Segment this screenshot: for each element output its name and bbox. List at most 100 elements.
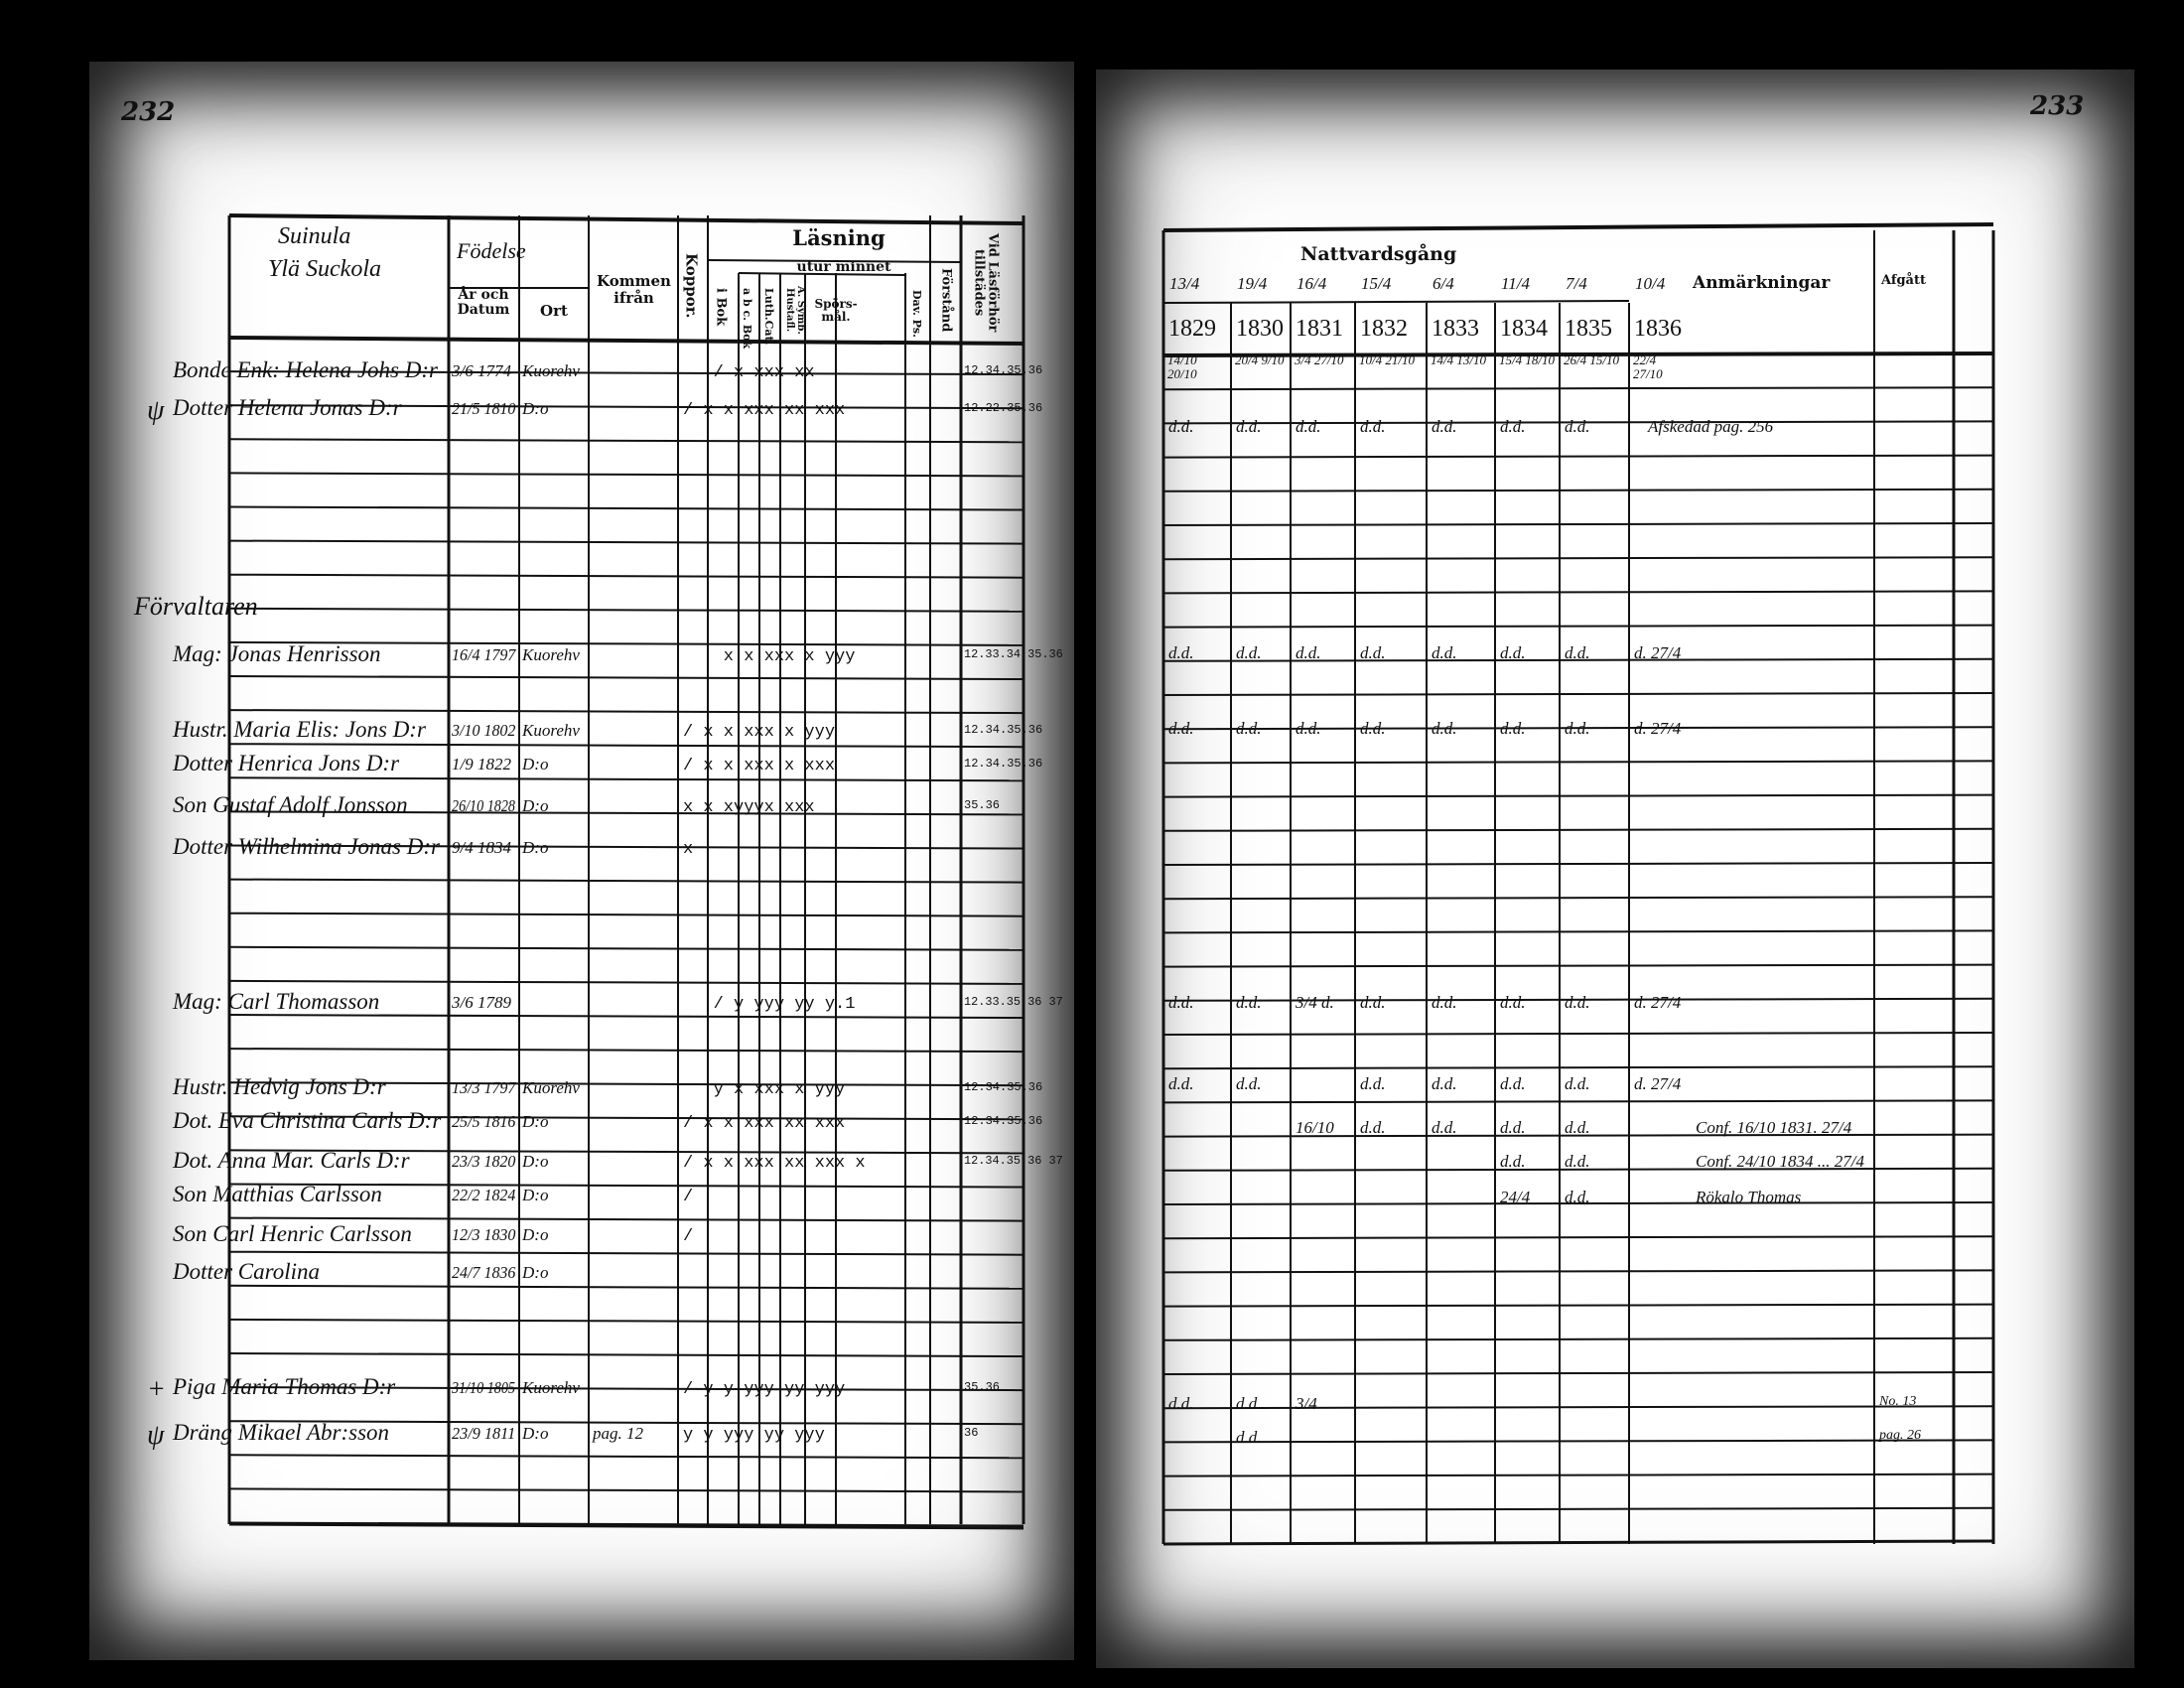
examination-attendance: 12.34.35.36 [964, 1114, 1043, 1128]
examination-attendance: 12.34.35.36 37 [964, 1154, 1063, 1168]
communion-mark: d. 27/4 [1634, 1074, 1682, 1093]
communion-mark: d.d. [1565, 1074, 1590, 1093]
birth-place: D:o [522, 1424, 549, 1443]
header-lasforhor: Vid Läsförhör tillstädes [971, 232, 1001, 333]
communion-mark: d.d. [1236, 719, 1262, 738]
communion-mark: d.d. [1500, 417, 1526, 436]
table-border [228, 213, 1024, 225]
year-header: 1836 [1634, 316, 1682, 342]
person-name: Son Gustaf Adolf Jonsson [173, 792, 408, 817]
communion-mark: 22/4 27/10 [1633, 352, 1663, 381]
header-divider [228, 336, 1024, 346]
row-line [1162, 827, 1994, 832]
person-name: Piga Maria Thomas D:r [173, 1374, 396, 1399]
remark: Conf. 24/10 1834 ... 27/4 [1696, 1152, 1865, 1171]
header-i-bok: i Bok [713, 288, 729, 327]
communion-mark: d.d. [1432, 417, 1457, 436]
examination-attendance: 12.33.35.36 37 [964, 995, 1063, 1009]
row-line [228, 810, 1024, 816]
row-line [228, 844, 1024, 850]
row-line [228, 1487, 1024, 1493]
communion-mark: d.d. [1236, 1428, 1262, 1447]
row-line [228, 878, 1024, 884]
birth-date: 3/10 1802 [452, 721, 516, 740]
communion-mark: d.d. [1168, 993, 1194, 1012]
communion-mark: d.d. [1360, 417, 1386, 436]
reading-marks: / [683, 1188, 694, 1206]
row-line [1162, 1303, 1994, 1308]
person-name: Son Matthias Carlsson [173, 1182, 382, 1206]
row-line [228, 1081, 1024, 1087]
row-line [1162, 657, 1994, 662]
communion-mark: 24/4 [1500, 1188, 1531, 1206]
header-dav-ps: Dav. Ps. [910, 290, 924, 338]
village-subname: Ylä Suckola [268, 256, 381, 282]
examination-attendance: 35.36 [964, 798, 1001, 812]
birth-date: 23/3 1820 [452, 1152, 516, 1171]
reading-marks: / y yyy yy y.1 [683, 995, 856, 1014]
row-line [1162, 1405, 1994, 1410]
row-line [1162, 1473, 1994, 1477]
header-ar-datum: År och Datum [457, 287, 510, 319]
birth-date: 1/9 1822 [452, 755, 511, 774]
communion-mark: d.d. [1432, 719, 1457, 738]
person-name: Dotter Wilhelmina Jonas D:r [173, 834, 440, 859]
communion-mark: d.d. [1236, 643, 1262, 662]
village-name: Suinula [278, 223, 351, 249]
row-line [1162, 1269, 1994, 1274]
communion-mark: d.d. [1168, 719, 1194, 738]
row-line [228, 1048, 1024, 1054]
section-label: Förvaltaren [134, 592, 258, 621]
page-number-right: 233 [2030, 91, 2085, 121]
row-line [1162, 896, 1994, 901]
row-line [1162, 386, 1994, 391]
examination-attendance: 35.36 [964, 1380, 1001, 1394]
reading-marks: / x x xxx xx xxx [683, 401, 846, 420]
row-line [1162, 963, 1994, 968]
row-line [228, 1318, 1024, 1324]
communion-mark: d.d. [1500, 993, 1526, 1012]
birth-place: Kuorehv [522, 361, 580, 380]
communion-mark: 14/10 20/10 [1167, 352, 1197, 381]
remark: Conf. 16/10 1831. 27/4 [1696, 1118, 1852, 1137]
row-line [228, 912, 1024, 917]
communion-mark: d.d. [1565, 1152, 1590, 1171]
communion-mark: d.d. [1236, 1074, 1262, 1093]
row-line [228, 675, 1024, 680]
header-nattvardsgang: Nattvardsgång [1300, 243, 1457, 265]
remark: Rökalo Thomas [1696, 1188, 1802, 1206]
person-name: Mag: Jonas Henrisson [173, 641, 381, 666]
communion-mark: d.d. [1565, 1188, 1590, 1206]
row-line [228, 1386, 1024, 1392]
communion-mark: d.d. [1500, 643, 1526, 662]
row-line [228, 370, 1024, 376]
communion-mark: d.d. [1236, 417, 1262, 436]
header-sporsmal: Spörs-mål. [814, 297, 858, 325]
communion-mark: 15/4 18/10 [1499, 352, 1555, 367]
communion-mark: d.d. [1168, 643, 1194, 662]
person-name: Dotter Helena Jonas D:r [173, 395, 402, 420]
communion-date-header: 11/4 [1501, 274, 1530, 293]
row-line [1162, 793, 1994, 798]
row-line [228, 539, 1024, 545]
table-border [1162, 1539, 1994, 1546]
communion-mark: d.d. [1360, 643, 1386, 662]
examination-attendance: 12.34.35.36 [964, 1080, 1043, 1094]
page-number-left: 232 [121, 97, 176, 127]
communion-mark: d.d. [1360, 1074, 1386, 1093]
communion-mark: 3/4 27/10 [1295, 352, 1344, 367]
birth-place: D:o [522, 1112, 549, 1131]
examination-attendance: 12.22.35.36 [964, 401, 1043, 415]
row-line [1162, 726, 1994, 731]
row-line [1162, 522, 1994, 526]
communion-mark: 3/4 d. [1296, 993, 1334, 1012]
header-koppor: Koppor. [682, 253, 701, 319]
row-line [1162, 862, 1994, 866]
header-divider [1162, 300, 1630, 304]
communion-mark: 3/4 [1296, 1394, 1317, 1413]
header-anmarkningar: Anmärkningar [1693, 273, 1831, 293]
row-line [228, 1250, 1024, 1256]
communion-mark: d.d. [1360, 993, 1386, 1012]
row-line [228, 1183, 1024, 1189]
year-header: 1835 [1565, 316, 1612, 342]
